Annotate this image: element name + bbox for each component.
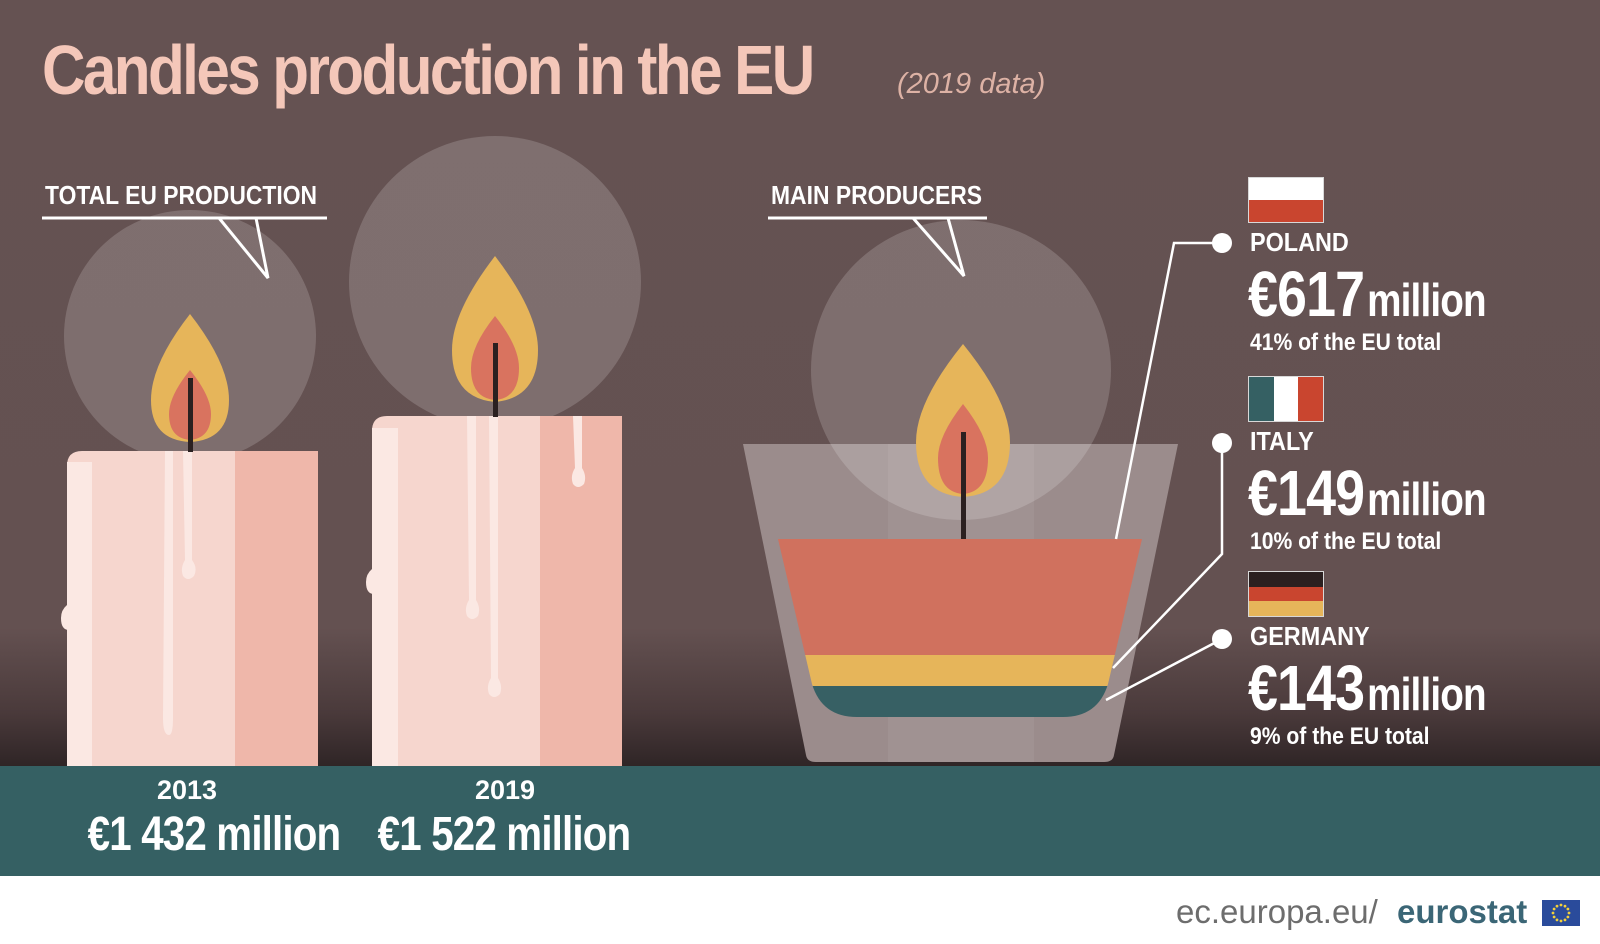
candle-2013: [61, 210, 318, 766]
drip: [487, 416, 502, 697]
value-amount: €149: [1248, 457, 1365, 529]
connector-italy: [1112, 443, 1224, 669]
italy-flag-icon: [1248, 376, 1324, 422]
dot-italy: [1212, 433, 1232, 453]
footer-brand-link[interactable]: eurostat: [1397, 893, 1528, 930]
page-subtitle: (2019 data): [897, 68, 1046, 100]
producer-share: 10% of the EU total: [1250, 528, 1442, 555]
drip: [571, 416, 586, 487]
page-title: Candles production in the EU: [42, 31, 815, 109]
candle-2013-shade: [235, 451, 318, 766]
dot-poland: [1212, 233, 1232, 253]
section-label-producers: MAIN PRODUCERS: [771, 180, 983, 210]
producer-share: 9% of the EU total: [1250, 723, 1430, 750]
value-label-2019: €1 522 million: [377, 808, 632, 861]
connector-germany: [1105, 637, 1223, 702]
producer-value: €149 million: [1248, 456, 1487, 530]
footer-domain-link[interactable]: ec.europa.eu/: [1176, 893, 1378, 930]
value-amount: €617: [1248, 258, 1365, 330]
country-name: GERMANY: [1250, 621, 1370, 651]
candle-2019: [349, 136, 641, 766]
drip: [465, 416, 480, 619]
drip: [366, 430, 380, 594]
value-unit: million: [1367, 274, 1486, 326]
year-label-2019: 2019: [474, 775, 536, 805]
value-amount: €143: [1248, 652, 1365, 724]
germany-flag-icon: [1248, 571, 1324, 617]
eu-flag-icon: [1542, 900, 1580, 926]
value-unit: million: [1367, 668, 1486, 720]
dot-germany: [1212, 629, 1232, 649]
drip: [61, 470, 75, 630]
drip: [181, 451, 196, 579]
section-label-total: TOTAL EU PRODUCTION: [45, 180, 318, 210]
wax-italy: [778, 655, 1142, 686]
wick-2019: [493, 343, 498, 417]
producer-value: €617 million: [1248, 257, 1487, 331]
value-unit: million: [1367, 473, 1486, 525]
country-name: POLAND: [1250, 227, 1349, 257]
glass-candle: [743, 220, 1178, 762]
producer-share: 41% of the EU total: [1250, 329, 1442, 356]
wax-germany: [778, 686, 1142, 717]
connector-poland: [1114, 241, 1222, 540]
wick-2013: [188, 378, 193, 452]
total-label-tail: [217, 217, 270, 279]
country-name: ITALY: [1250, 426, 1314, 456]
main-label-tail: [911, 217, 966, 277]
value-label-2013: €1 432 million: [87, 808, 342, 861]
drip: [163, 451, 173, 735]
year-label-2013: 2013: [156, 775, 218, 805]
poland-flag-icon: [1248, 177, 1324, 223]
producer-value: €143 million: [1248, 651, 1487, 725]
wick-glass: [961, 432, 966, 539]
shelf: [0, 766, 1600, 876]
wax-poland: [778, 539, 1142, 655]
